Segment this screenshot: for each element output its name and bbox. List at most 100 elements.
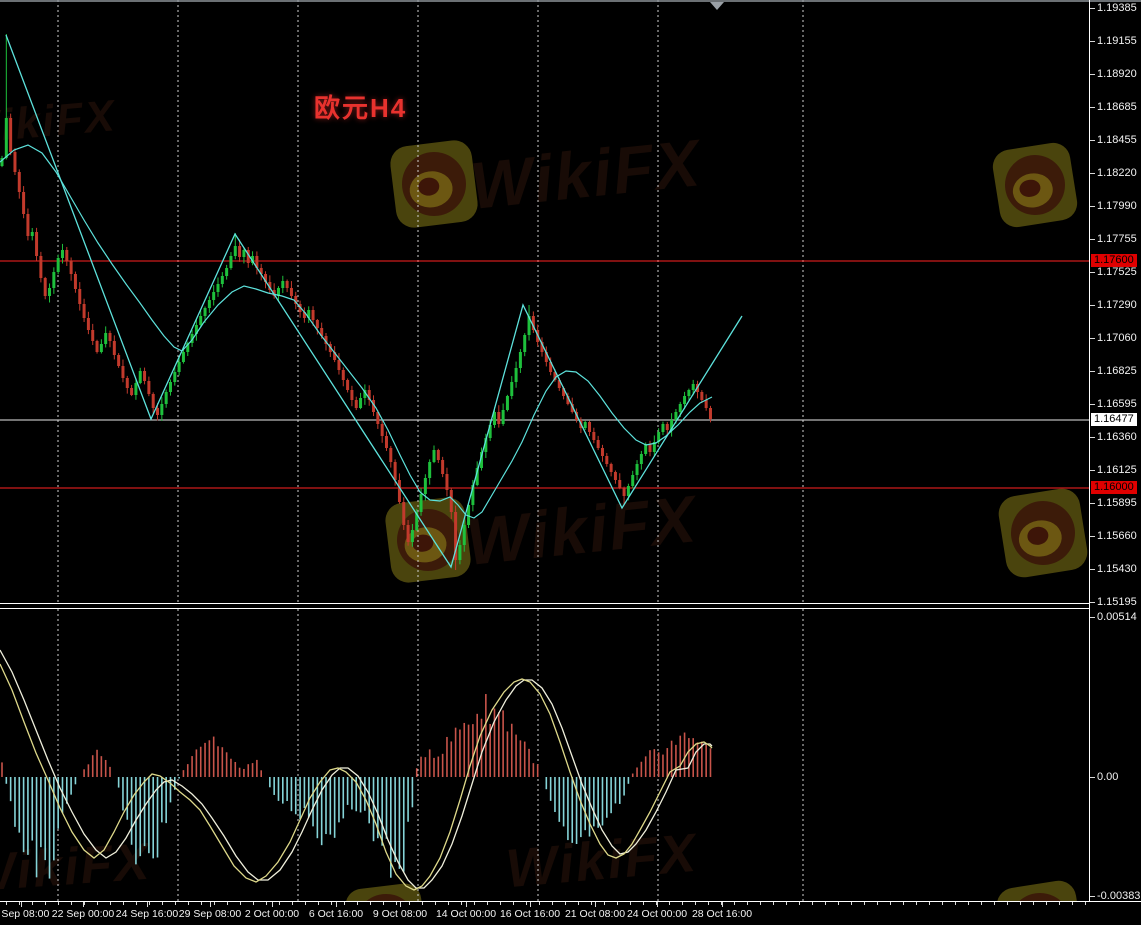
macd-hist-bar-down: [316, 777, 319, 839]
macd-hist-bar-down: [614, 777, 617, 804]
macd-hist-bar-down: [333, 777, 336, 838]
macd-hist-bar-down: [156, 777, 159, 858]
macd-hist-bar-down: [355, 777, 358, 812]
macd-hist-bar-down: [35, 777, 38, 878]
macd-hist-bar-down: [61, 777, 64, 814]
time-axis-tick: [400, 902, 401, 907]
candle-body: [544, 352, 548, 362]
candle-body: [618, 480, 622, 488]
macd-hist-bar-up: [679, 735, 682, 777]
time-axis-minor-tick: [500, 902, 501, 905]
candle-body: [402, 502, 406, 525]
macd-hist-bar-down: [567, 777, 569, 841]
moving-average-line: [0, 144, 713, 519]
candle-body: [501, 410, 505, 424]
macd-hist-bar-down: [269, 777, 271, 788]
candle-body: [125, 378, 129, 388]
macd-hist-bar-up: [644, 756, 647, 777]
candle-body: [445, 474, 449, 490]
candle-body: [488, 425, 492, 438]
macd-axis-label: 0.00: [1097, 771, 1119, 783]
candle-body: [540, 342, 544, 352]
time-axis-minor-tick: [448, 902, 449, 905]
candle-body: [212, 292, 216, 300]
macd-hist-bar-down: [580, 777, 582, 838]
macd-hist-bar-up: [251, 763, 254, 777]
macd-hist-bar-down: [27, 777, 29, 855]
candle-body: [272, 290, 276, 296]
candle-body: [281, 281, 285, 288]
macd-hist-bar-up: [459, 729, 461, 777]
macd-hist-bar-up: [666, 748, 669, 777]
macd-hist-bar-up: [109, 766, 111, 777]
macd-hist-bar-down: [148, 777, 150, 854]
macd-hist-bar-down: [303, 777, 306, 809]
candle-body: [9, 118, 13, 152]
time-axis-minor-tick: [1020, 902, 1021, 905]
time-axis-tick: [336, 902, 337, 907]
candle-body: [13, 152, 17, 172]
time-axis-minor-tick: [656, 902, 657, 905]
time-axis-minor-tick: [669, 902, 670, 905]
macd-hist-bar-up: [649, 750, 651, 777]
macd-hist-bar-down: [554, 777, 556, 813]
candle-body: [588, 422, 592, 432]
price-axis-label: 1.15195: [1097, 596, 1137, 608]
candle-body: [635, 464, 639, 475]
macd-hist-bar-up: [523, 741, 526, 777]
macd-pane-canvas[interactable]: [0, 609, 1090, 901]
candle-body: [337, 360, 341, 370]
macd-hist-bar-up: [467, 724, 470, 777]
time-axis-minor-tick: [19, 902, 20, 905]
macd-hist-bar-down: [372, 777, 375, 842]
candle-body: [600, 448, 604, 456]
candle-body: [56, 258, 60, 272]
bottom-border: [0, 901, 1141, 902]
macd-hist-bar-down: [593, 777, 595, 827]
macd-hist-bar-up: [91, 755, 94, 777]
candle-body: [691, 384, 695, 390]
candle-body: [389, 448, 393, 462]
price-axis-label: 1.15895: [1097, 497, 1137, 509]
macd-hist-bar-up: [515, 734, 517, 777]
macd-hist-bar-down: [18, 777, 21, 833]
time-axis-minor-tick: [357, 902, 358, 905]
macd-hist-bar-up: [688, 738, 690, 777]
time-axis-minor-tick: [331, 902, 332, 905]
price-axis[interactable]: 1.19385 1.19155 1.18920 1.18685 1.18455 1.182…: [1090, 0, 1141, 902]
candle-body: [99, 344, 103, 352]
time-axis-minor-tick: [526, 902, 527, 905]
time-axis-minor-tick: [227, 902, 228, 905]
time-axis-tick: [530, 902, 531, 907]
candle-body: [251, 256, 255, 263]
pane-divider[interactable]: [0, 603, 1090, 609]
macd-hist-bar-down: [549, 777, 552, 801]
time-axis-minor-tick: [721, 902, 722, 905]
macd-hist-bar-down: [53, 777, 55, 861]
main-chart-canvas[interactable]: [0, 0, 1090, 603]
macd-hist-bar-down: [161, 777, 163, 823]
candle-body: [657, 432, 661, 442]
macd-hist-bar-up: [446, 736, 448, 777]
time-axis-minor-tick: [916, 902, 917, 905]
candle-body: [510, 382, 514, 396]
candle-body: [631, 475, 635, 486]
time-axis-minor-tick: [110, 902, 111, 905]
candle-body: [523, 335, 527, 352]
time-axis-minor-tick: [422, 902, 423, 905]
macd-hist-bar-down: [174, 777, 176, 790]
candle-body: [78, 289, 82, 304]
candle-body: [108, 333, 112, 341]
macd-hist-bar-up: [532, 763, 535, 777]
macd-hist-bar-down: [562, 777, 565, 827]
candle-body: [471, 485, 475, 505]
price-axis-tick: [1090, 470, 1095, 471]
price-axis-label: 1.18455: [1097, 134, 1137, 146]
price-axis-label: 1.15660: [1097, 530, 1137, 542]
macd-main-line: [0, 663, 713, 891]
candle-body: [380, 424, 384, 436]
time-axis-tick: [657, 902, 658, 907]
price-axis-label: 1.19155: [1097, 35, 1137, 47]
time-axis-minor-tick: [253, 902, 254, 905]
